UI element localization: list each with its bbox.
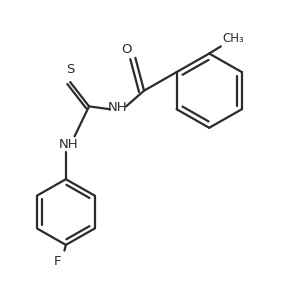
Text: NH: NH: [59, 138, 79, 152]
Text: O: O: [121, 43, 132, 56]
Text: NH: NH: [108, 101, 128, 114]
Text: S: S: [66, 63, 74, 76]
Text: CH₃: CH₃: [222, 32, 244, 45]
Text: F: F: [54, 255, 61, 268]
